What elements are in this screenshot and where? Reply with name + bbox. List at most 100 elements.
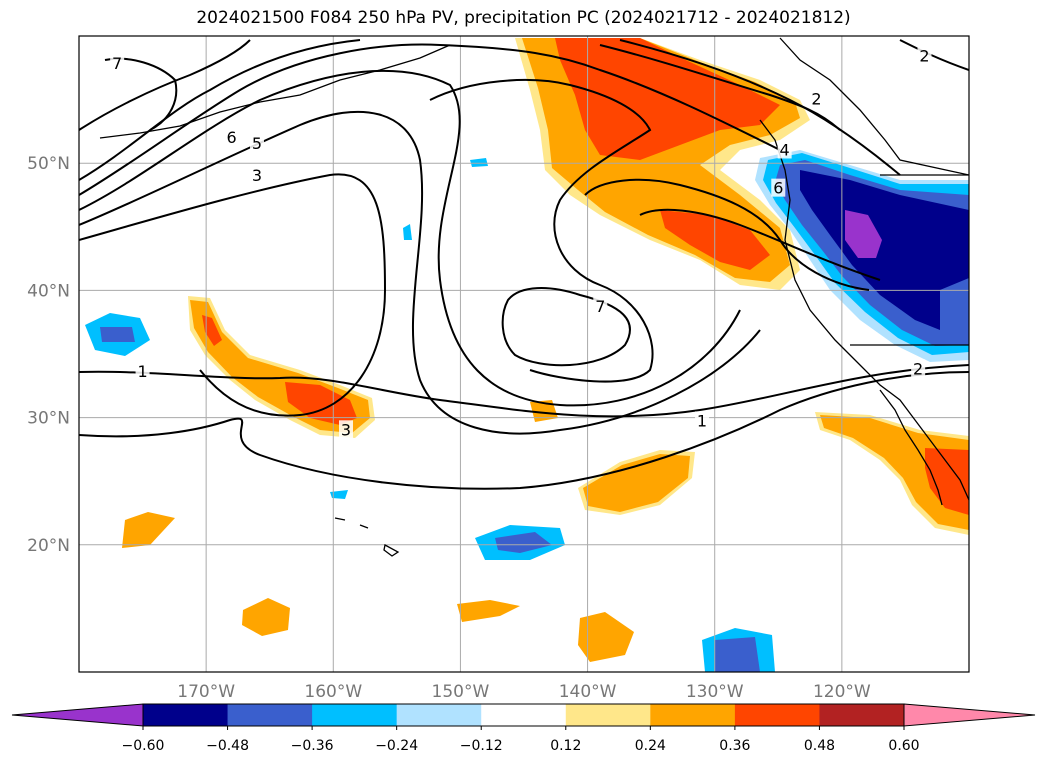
coast-baja	[879, 389, 943, 506]
colorbar-swatch	[481, 704, 567, 726]
pv-contour-curl2	[639, 208, 881, 281]
lon-tick-label: 140°W	[559, 682, 617, 702]
contour-label-bg	[110, 53, 125, 72]
contour-label: 3	[252, 166, 262, 185]
pv-contour-9	[104, 57, 178, 131]
contour-label-bg	[250, 134, 264, 153]
pv-contour-inner7	[501, 287, 631, 367]
precip-patch-se	[578, 612, 634, 662]
contour-label-bg	[771, 178, 786, 197]
colorbar-tick-label: 0.60	[888, 738, 919, 754]
colorbar-swatch	[227, 704, 313, 726]
colorbar-swatch	[650, 704, 736, 726]
pv-contour-2	[79, 371, 969, 490]
precip-ne-pacific-red	[555, 38, 780, 160]
contour-label-bg	[777, 140, 792, 159]
lon-tick-label: 160°W	[304, 682, 362, 702]
pv-contour-6	[79, 43, 781, 196]
contour-label-bg	[135, 361, 150, 380]
contour-label-bg	[224, 127, 239, 146]
precip-neg-center-blue	[495, 532, 552, 553]
lon-tick-labels: 170°W 160°W 150°W 140°W 130°W 120°W	[177, 682, 871, 702]
colorbar-tick-label: 0.24	[635, 738, 666, 754]
precipitation-shading	[85, 38, 969, 672]
precip-patch-subtropic-orange	[583, 454, 690, 512]
precip-patch-tiny	[530, 400, 558, 422]
colorbar-tick-label: −0.12	[460, 738, 503, 754]
colorbar: −0.60 −0.48 −0.36 −0.24 −0.12 0.12 0.24 0.36 0.4…	[11, 703, 1036, 754]
coast-border	[850, 174, 969, 346]
precip-neg-south-blue	[715, 637, 760, 672]
colorbar-frame	[142, 703, 905, 727]
colorbar-extend-high	[903, 703, 1036, 727]
precip-pnw-purple	[845, 210, 882, 258]
contour-label: 5	[252, 134, 262, 153]
precip-neg-west-blue	[100, 327, 135, 342]
colorbar-swatch	[312, 704, 398, 726]
precip-neg-dot3	[403, 224, 412, 240]
contour-label-bg	[809, 89, 824, 108]
pv-contour-curl	[584, 178, 870, 291]
contour-label-bg	[695, 411, 709, 430]
contour-label: 2	[811, 90, 821, 109]
contour-label: 2	[919, 46, 929, 65]
colorbar-swatch	[396, 704, 482, 726]
colorbar-tick-label: 0.12	[550, 738, 581, 754]
contour-label: 7	[595, 297, 605, 316]
pv-contour-trough	[429, 79, 654, 383]
contour-label: 2	[913, 359, 923, 378]
colorbar-tick-label: −0.24	[375, 738, 418, 754]
contour-label: 6	[773, 179, 783, 198]
contour-label: 1	[697, 411, 707, 430]
contour-label: 3	[341, 420, 351, 439]
precip-neg-dot2	[330, 490, 348, 499]
pv-contour-5	[79, 69, 741, 407]
coast-aleutians	[99, 44, 451, 139]
lat-tick-labels: 50°N 40°N 30°N 20°N	[27, 154, 70, 556]
contour-label: 4	[780, 140, 790, 159]
lon-tick-label: 150°W	[432, 682, 490, 702]
lat-tick-label: 40°N	[27, 281, 70, 301]
contour-label: 7	[112, 54, 122, 73]
lon-tick-label: 130°W	[686, 682, 744, 702]
colorbar-swatch	[565, 704, 651, 726]
contour-label: 6	[226, 128, 236, 147]
colorbar-tick-label: −0.60	[122, 738, 165, 754]
coast-north-america	[759, 37, 969, 501]
chart-title: 2024021500 F084 250 hPa PV, precipitatio…	[196, 8, 851, 28]
precip-patch-w	[122, 512, 175, 548]
lat-tick-label: 30°N	[27, 409, 70, 429]
pv-contour-3	[79, 173, 387, 417]
colorbar-extend-low	[11, 703, 144, 727]
precip-central-red	[285, 382, 357, 425]
precip-neg-dot1	[470, 158, 488, 167]
lat-tick-label: 20°N	[27, 536, 70, 556]
precip-baja-red	[925, 448, 969, 515]
colorbar-swatch	[819, 704, 905, 726]
precip-baja-orange	[820, 415, 969, 530]
contour-label-bg	[593, 296, 608, 315]
colorbar-swatch	[143, 704, 229, 726]
precip-patch-mid	[457, 600, 520, 622]
colorbar-tick-label: −0.36	[291, 738, 334, 754]
precip-central-red-2	[202, 315, 222, 346]
plot-frame	[78, 35, 970, 673]
coastlines	[99, 37, 969, 557]
colorbar-swatch	[734, 704, 820, 726]
pv-contour-1	[79, 364, 969, 418]
lon-tick-label: 120°W	[813, 682, 871, 702]
precip-patch-s	[242, 598, 290, 636]
contour-label-bg	[250, 165, 264, 184]
lon-tick-label: 170°W	[177, 682, 235, 702]
colorbar-tick-label: −0.48	[206, 738, 249, 754]
pv-contour-upper2	[619, 39, 901, 176]
contour-label-bg	[339, 420, 353, 439]
lat-tick-label: 50°N	[27, 154, 70, 174]
pv-contour-8	[79, 39, 251, 131]
colorbar-tick-label: 0.36	[719, 738, 750, 754]
map-grid	[79, 36, 969, 672]
pv-contours	[79, 39, 969, 490]
contour-label: 1	[137, 362, 147, 381]
